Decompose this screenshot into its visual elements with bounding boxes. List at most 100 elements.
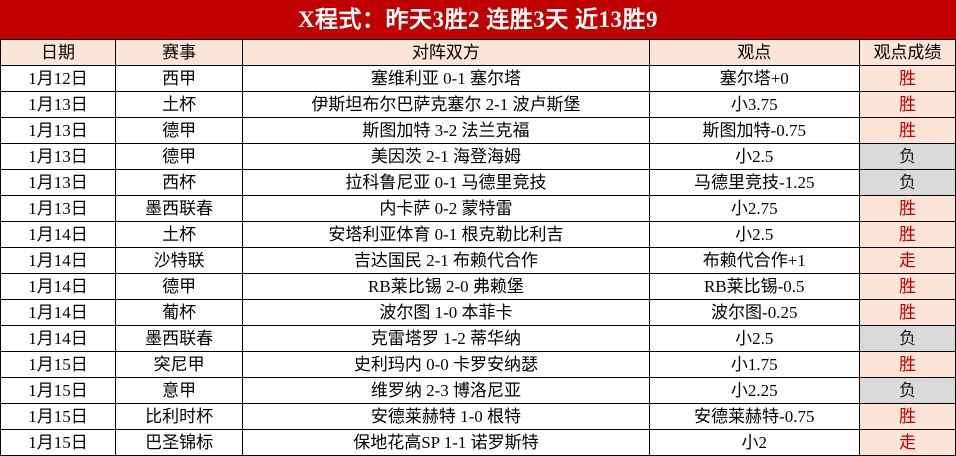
cell-league: 突尼甲 — [115, 351, 244, 378]
cell-result: 负 — [858, 143, 956, 170]
table-row: 1月14日 墨西联春 克雷塔罗 1-2 蒂华纳 小2.5 负 — [0, 325, 956, 352]
cell-league: 德甲 — [115, 143, 244, 170]
cell-date: 1月14日 — [0, 325, 117, 352]
cell-pick: 布赖代合作+1 — [648, 247, 860, 274]
cell-date: 1月14日 — [0, 299, 117, 326]
cell-date: 1月15日 — [0, 351, 117, 378]
cell-date: 1月13日 — [0, 169, 117, 196]
cell-pick: 小2.5 — [648, 221, 860, 248]
column-header-result: 观点成绩 — [858, 39, 956, 66]
cell-result: 胜 — [858, 351, 956, 378]
cell-match: 维罗纳 2-3 博洛尼亚 — [242, 377, 650, 404]
cell-result: 负 — [858, 377, 956, 404]
cell-result: 胜 — [858, 65, 956, 92]
cell-match: 吉达国民 2-1 布赖代合作 — [242, 247, 650, 274]
table-row: 1月13日 德甲 斯图加特 3-2 法兰克福 斯图加特-0.75 胜 — [0, 117, 956, 144]
cell-result: 胜 — [858, 403, 956, 430]
cell-league: 土杯 — [115, 221, 244, 248]
cell-match: 美因茨 2-1 海登海姆 — [242, 143, 650, 170]
cell-league: 比利时杯 — [115, 403, 244, 430]
cell-result: 胜 — [858, 273, 956, 300]
cell-pick: 小2.5 — [648, 143, 860, 170]
cell-result: 走 — [858, 429, 956, 456]
cell-result: 胜 — [858, 195, 956, 222]
page-title: X程式：昨天3胜2 连胜3天 近13胜9 — [297, 7, 659, 32]
cell-match: 安德莱赫特 1-0 根特 — [242, 403, 650, 430]
cell-date: 1月12日 — [0, 65, 117, 92]
cell-league: 土杯 — [115, 91, 244, 118]
cell-pick: 小2.75 — [648, 195, 860, 222]
table-row: 1月13日 德甲 美因茨 2-1 海登海姆 小2.5 负 — [0, 143, 956, 170]
cell-match: 内卡萨 0-2 蒙特雷 — [242, 195, 650, 222]
cell-pick: 安德莱赫特-0.75 — [648, 403, 860, 430]
table-row: 1月12日 西甲 塞维利亚 0-1 塞尔塔 塞尔塔+0 胜 — [0, 65, 956, 92]
table-row: 1月14日 葡杯 波尔图 1-0 本菲卡 波尔图-0.25 胜 — [0, 299, 956, 326]
cell-match: 波尔图 1-0 本菲卡 — [242, 299, 650, 326]
cell-date: 1月13日 — [0, 117, 117, 144]
table-header: 日期 赛事 对阵双方 观点 观点成绩 — [0, 39, 956, 66]
cell-result: 负 — [858, 325, 956, 352]
cell-match: 拉科鲁尼亚 0-1 马德里竞技 — [242, 169, 650, 196]
cell-match: 塞维利亚 0-1 塞尔塔 — [242, 65, 650, 92]
column-header-match: 对阵双方 — [242, 39, 650, 66]
cell-result: 胜 — [858, 91, 956, 118]
cell-date: 1月13日 — [0, 91, 117, 118]
cell-match: 斯图加特 3-2 法兰克福 — [242, 117, 650, 144]
cell-pick: 小1.75 — [648, 351, 860, 378]
cell-league: 意甲 — [115, 377, 244, 404]
title-banner: X程式：昨天3胜2 连胜3天 近13胜9 — [0, 0, 956, 39]
cell-league: 葡杯 — [115, 299, 244, 326]
cell-match: 史利玛内 0-0 卡罗安纳瑟 — [242, 351, 650, 378]
cell-date: 1月13日 — [0, 195, 117, 222]
cell-league: 墨西联春 — [115, 325, 244, 352]
cell-pick: 小2.25 — [648, 377, 860, 404]
cell-match: 安塔利亚体育 0-1 根克勒比利吉 — [242, 221, 650, 248]
table-row: 1月13日 土杯 伊斯坦布尔巴萨克塞尔 2-1 波卢斯堡 小3.75 胜 — [0, 91, 956, 118]
cell-league: 巴圣锦标 — [115, 429, 244, 456]
table-row: 1月15日 比利时杯 安德莱赫特 1-0 根特 安德莱赫特-0.75 胜 — [0, 403, 956, 430]
cell-pick: 塞尔塔+0 — [648, 65, 860, 92]
cell-match: 保地花高SP 1-1 诺罗斯特 — [242, 429, 650, 456]
cell-league: 德甲 — [115, 117, 244, 144]
table-row: 1月15日 意甲 维罗纳 2-3 博洛尼亚 小2.25 负 — [0, 377, 956, 404]
cell-league: 德甲 — [115, 273, 244, 300]
table-row: 1月14日 土杯 安塔利亚体育 0-1 根克勒比利吉 小2.5 胜 — [0, 221, 956, 248]
cell-result: 负 — [858, 169, 956, 196]
cell-date: 1月14日 — [0, 247, 117, 274]
cell-league: 沙特联 — [115, 247, 244, 274]
cell-date: 1月13日 — [0, 143, 117, 170]
table-row: 1月13日 西杯 拉科鲁尼亚 0-1 马德里竞技 马德里竞技-1.25 负 — [0, 169, 956, 196]
cell-pick: 斯图加特-0.75 — [648, 117, 860, 144]
cell-date: 1月15日 — [0, 403, 117, 430]
column-header-league: 赛事 — [115, 39, 244, 66]
cell-pick: RB莱比锡-0.5 — [648, 273, 860, 300]
cell-result: 走 — [858, 247, 956, 274]
cell-league: 西杯 — [115, 169, 244, 196]
cell-league: 墨西联春 — [115, 195, 244, 222]
cell-result: 胜 — [858, 117, 956, 144]
cell-date: 1月14日 — [0, 221, 117, 248]
cell-pick: 小2.5 — [648, 325, 860, 352]
cell-pick: 波尔图-0.25 — [648, 299, 860, 326]
table-row: 1月15日 突尼甲 史利玛内 0-0 卡罗安纳瑟 小1.75 胜 — [0, 351, 956, 378]
cell-result: 胜 — [858, 221, 956, 248]
cell-date: 1月15日 — [0, 429, 117, 456]
cell-match: RB莱比锡 2-0 弗赖堡 — [242, 273, 650, 300]
cell-result: 胜 — [858, 299, 956, 326]
cell-pick: 马德里竞技-1.25 — [648, 169, 860, 196]
cell-league: 西甲 — [115, 65, 244, 92]
column-header-pick: 观点 — [648, 39, 860, 66]
cell-match: 伊斯坦布尔巴萨克塞尔 2-1 波卢斯堡 — [242, 91, 650, 118]
cell-date: 1月14日 — [0, 273, 117, 300]
cell-date: 1月15日 — [0, 377, 117, 404]
table-body: 1月12日 西甲 塞维利亚 0-1 塞尔塔 塞尔塔+0 胜 1月13日 土杯 伊斯坦布尔巴萨克… — [0, 65, 956, 456]
table-row: 1月13日 墨西联春 内卡萨 0-2 蒙特雷 小2.75 胜 — [0, 195, 956, 222]
cell-pick: 小3.75 — [648, 91, 860, 118]
cell-match: 克雷塔罗 1-2 蒂华纳 — [242, 325, 650, 352]
cell-pick: 小2 — [648, 429, 860, 456]
table-row: 1月15日 巴圣锦标 保地花高SP 1-1 诺罗斯特 小2 走 — [0, 429, 956, 456]
table-header-row: 日期 赛事 对阵双方 观点 观点成绩 — [0, 39, 956, 66]
table-row: 1月14日 沙特联 吉达国民 2-1 布赖代合作 布赖代合作+1 走 — [0, 247, 956, 274]
predictions-table: 日期 赛事 对阵双方 观点 观点成绩 1月12日 西甲 塞维利亚 0-1 塞尔塔 塞尔… — [0, 39, 956, 456]
